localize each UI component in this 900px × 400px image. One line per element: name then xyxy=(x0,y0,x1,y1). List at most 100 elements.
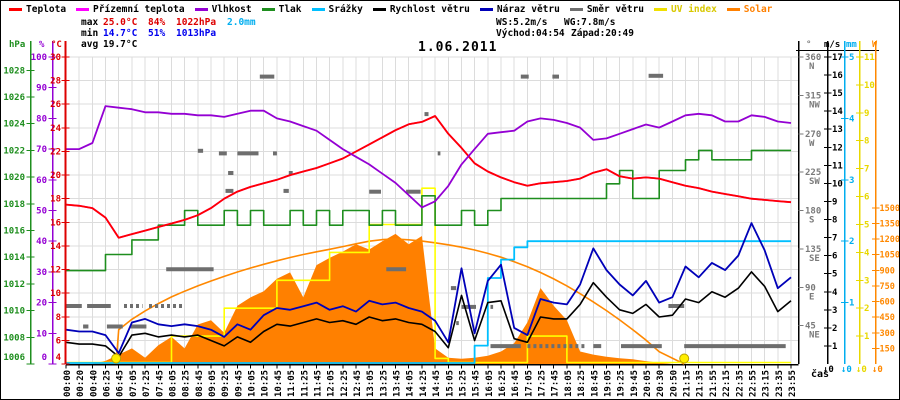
vlhkost-line xyxy=(66,105,792,209)
svg-text:11:25: 11:25 xyxy=(300,370,310,397)
svg-text:14: 14 xyxy=(832,107,843,117)
svg-text:6: 6 xyxy=(832,252,837,262)
svg-text:08:45: 08:45 xyxy=(195,370,205,397)
legend-item-naraz-vetru: Náraz větru xyxy=(479,4,560,15)
svg-text:18:05: 18:05 xyxy=(564,370,574,397)
svg-text:1050: 1050 xyxy=(880,251,900,261)
max-humidity: 84% xyxy=(148,17,166,28)
sun-markers xyxy=(111,353,690,364)
svg-text:16: 16 xyxy=(50,218,61,228)
svg-text:360: 360 xyxy=(805,53,821,63)
svg-text:13:05: 13:05 xyxy=(366,370,376,397)
sunset-time: Západ:20:49 xyxy=(571,28,634,39)
svg-text:50: 50 xyxy=(36,207,47,217)
svg-text:1022: 1022 xyxy=(3,146,25,156)
svg-text:17:25: 17:25 xyxy=(538,370,548,397)
svg-text:90: 90 xyxy=(805,283,816,293)
svg-text:11:45: 11:45 xyxy=(314,370,324,397)
svg-text:6: 6 xyxy=(56,336,61,346)
svg-text:13:25: 13:25 xyxy=(379,370,389,397)
svg-text:315: 315 xyxy=(805,91,821,101)
svg-text:18:45: 18:45 xyxy=(590,370,600,397)
legend-item-teplota: Teplota xyxy=(9,4,66,15)
svg-text:1350: 1350 xyxy=(880,220,900,230)
svg-text:20:05: 20:05 xyxy=(643,370,653,397)
smer-vetru-swatch-icon xyxy=(569,8,583,11)
svg-text:17:45: 17:45 xyxy=(551,370,561,397)
svg-text:00:00: 00:00 xyxy=(63,370,73,397)
svg-text:17:05: 17:05 xyxy=(524,370,534,397)
svg-text:4: 4 xyxy=(864,248,870,258)
svg-text:4: 4 xyxy=(832,288,838,298)
naraz-vetru-line xyxy=(65,222,792,355)
svg-text:10: 10 xyxy=(864,81,875,91)
solar-theoretical-arc xyxy=(115,238,685,365)
svg-text:19:45: 19:45 xyxy=(630,370,640,397)
svg-text:↓0: ↓0 xyxy=(856,365,867,375)
right-axes: °45NE90E135SE180S225SW270W315NW360Nm/s12… xyxy=(798,40,900,375)
wind-gust-max: WG:7.8m/s xyxy=(564,17,616,28)
min-pressure: 1013hPa xyxy=(176,28,217,39)
legend-item-rychlost-vetru: Rychlost větru xyxy=(372,4,470,15)
svg-text:23:55: 23:55 xyxy=(788,370,798,397)
svg-text:2: 2 xyxy=(864,304,869,314)
svg-text:2: 2 xyxy=(832,324,837,334)
svg-text:450: 450 xyxy=(880,313,895,323)
svg-text:NE: NE xyxy=(809,331,820,341)
sunrise-time: Východ:04:54 xyxy=(496,28,565,39)
svg-text:3: 3 xyxy=(864,276,869,286)
prizemni-teplota-swatch-icon xyxy=(76,8,90,11)
legend-item-uv-index: UV index xyxy=(654,4,717,15)
svg-text:00:40: 00:40 xyxy=(89,370,99,397)
svg-text:40: 40 xyxy=(36,237,47,247)
svg-text:m/s: m/s xyxy=(824,40,840,50)
svg-text:14:45: 14:45 xyxy=(432,370,442,397)
legend-label: Vlhkost xyxy=(211,4,252,15)
svg-text:22:55: 22:55 xyxy=(749,370,759,397)
svg-text:SW: SW xyxy=(809,177,820,187)
svg-text:8: 8 xyxy=(832,216,837,226)
svg-text:19:25: 19:25 xyxy=(617,370,627,397)
svg-text:10:45: 10:45 xyxy=(274,370,284,397)
svg-text:26: 26 xyxy=(50,100,61,110)
svg-text:06:45: 06:45 xyxy=(116,370,126,397)
svg-text:20:50: 20:50 xyxy=(669,370,679,397)
svg-text:24: 24 xyxy=(50,124,61,134)
svg-text:8: 8 xyxy=(56,313,61,323)
svg-text:5: 5 xyxy=(864,221,869,231)
svg-text:135: 135 xyxy=(805,245,821,255)
svg-text:W: W xyxy=(872,40,878,50)
svg-text:↓0: ↓0 xyxy=(872,365,883,375)
svg-text:1014: 1014 xyxy=(3,253,25,263)
svg-text:16:05: 16:05 xyxy=(485,370,495,397)
svg-text:S: S xyxy=(809,216,814,226)
svg-text:15:45: 15:45 xyxy=(472,370,482,397)
svg-text:16:45: 16:45 xyxy=(511,370,521,397)
avg-label: avg xyxy=(81,39,99,50)
svg-text:1028: 1028 xyxy=(3,66,25,76)
svg-text:100: 100 xyxy=(31,53,47,63)
svg-text:16:25: 16:25 xyxy=(498,370,508,397)
rain-total: 2.0mm xyxy=(227,17,256,28)
svg-text:225: 225 xyxy=(805,168,821,178)
svg-text:270: 270 xyxy=(805,130,821,140)
svg-text:10: 10 xyxy=(36,329,47,339)
wind-speed-max: WS:5.2m/s xyxy=(496,17,548,28)
svg-text:°: ° xyxy=(806,40,811,50)
avg-temp: 19.7°C xyxy=(103,39,138,50)
svg-text:15: 15 xyxy=(832,89,843,99)
svg-text:20: 20 xyxy=(36,299,47,309)
svg-text:750: 750 xyxy=(880,282,895,292)
svg-text:28: 28 xyxy=(50,77,61,87)
legend-item-srazky: Srážky xyxy=(311,4,363,15)
svg-text:150: 150 xyxy=(880,344,895,354)
svg-text:10:25: 10:25 xyxy=(261,370,271,397)
svg-text:22: 22 xyxy=(50,148,61,158)
legend-item-vlhkost: Vlhkost xyxy=(194,4,252,15)
svg-text:13: 13 xyxy=(832,125,843,135)
svg-text:180: 180 xyxy=(805,207,821,217)
svg-text:4: 4 xyxy=(56,353,62,363)
tlak-swatch-icon xyxy=(261,8,275,11)
teplota-line xyxy=(65,115,792,239)
